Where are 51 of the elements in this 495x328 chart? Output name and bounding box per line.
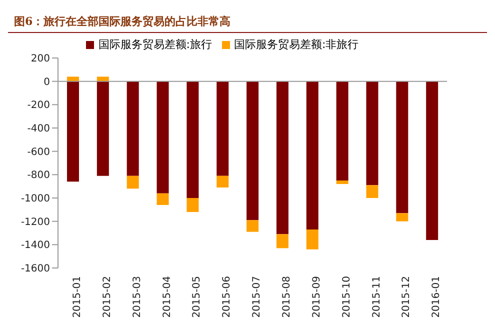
x-tick-label: 2015-04 (162, 276, 173, 318)
x-tick-label: 2015-02 (102, 276, 113, 318)
y-tick-label: -400 (27, 124, 50, 135)
bar (276, 234, 288, 248)
x-tick-label: 2015-08 (282, 276, 293, 318)
x-tick-label: 2015-03 (132, 276, 143, 318)
bar (96, 81, 109, 176)
bar (306, 230, 318, 250)
bar (366, 185, 378, 198)
legend-label: 国际服务贸易差额:旅行 (98, 38, 212, 51)
x-tick-label: 2016-01 (431, 276, 442, 318)
bar (126, 176, 139, 189)
y-tick-label: -600 (27, 146, 50, 158)
bar (67, 81, 79, 182)
legend-label: 国际服务贸易差额:非旅行 (234, 38, 359, 51)
bar (96, 76, 109, 82)
y-tick-label: -1000 (20, 194, 50, 205)
bar (156, 81, 169, 194)
x-tick-label: 2015-01 (72, 276, 84, 318)
bar (246, 220, 259, 232)
bar (216, 176, 229, 188)
y-tick-label: -800 (27, 170, 50, 182)
y-tick-label: 0 (44, 76, 50, 88)
bar (126, 81, 139, 176)
y-tick-label: -1400 (20, 240, 50, 252)
bar (67, 76, 79, 82)
bar (426, 81, 438, 240)
bar (396, 213, 408, 222)
bar (306, 81, 318, 230)
x-tick-label: 2015-11 (371, 276, 382, 318)
bar (156, 193, 169, 205)
y-tick-label: -200 (27, 100, 50, 112)
x-tick-label: 2015-09 (311, 276, 322, 318)
bar (216, 81, 229, 176)
bar (336, 180, 348, 184)
x-tick-label: 2015-06 (222, 276, 233, 318)
bar (396, 81, 408, 214)
x-tick-label: 2015-05 (192, 276, 203, 318)
y-tick-label: 200 (30, 54, 50, 65)
bar (186, 81, 199, 198)
bar (366, 81, 378, 186)
x-tick-label: 2015-07 (252, 276, 263, 318)
x-tick-label: 2015-12 (401, 276, 412, 318)
bar (276, 81, 288, 234)
y-tick-label: -1200 (20, 216, 50, 228)
bar (336, 81, 348, 180)
y-tick-label: -1600 (20, 264, 50, 275)
bar (246, 81, 259, 220)
x-tick-label: 2015-10 (341, 276, 352, 318)
bar (186, 198, 199, 212)
chart-title: 图6：旅行在全部国际服务贸易的占比非常高 (8, 8, 487, 33)
